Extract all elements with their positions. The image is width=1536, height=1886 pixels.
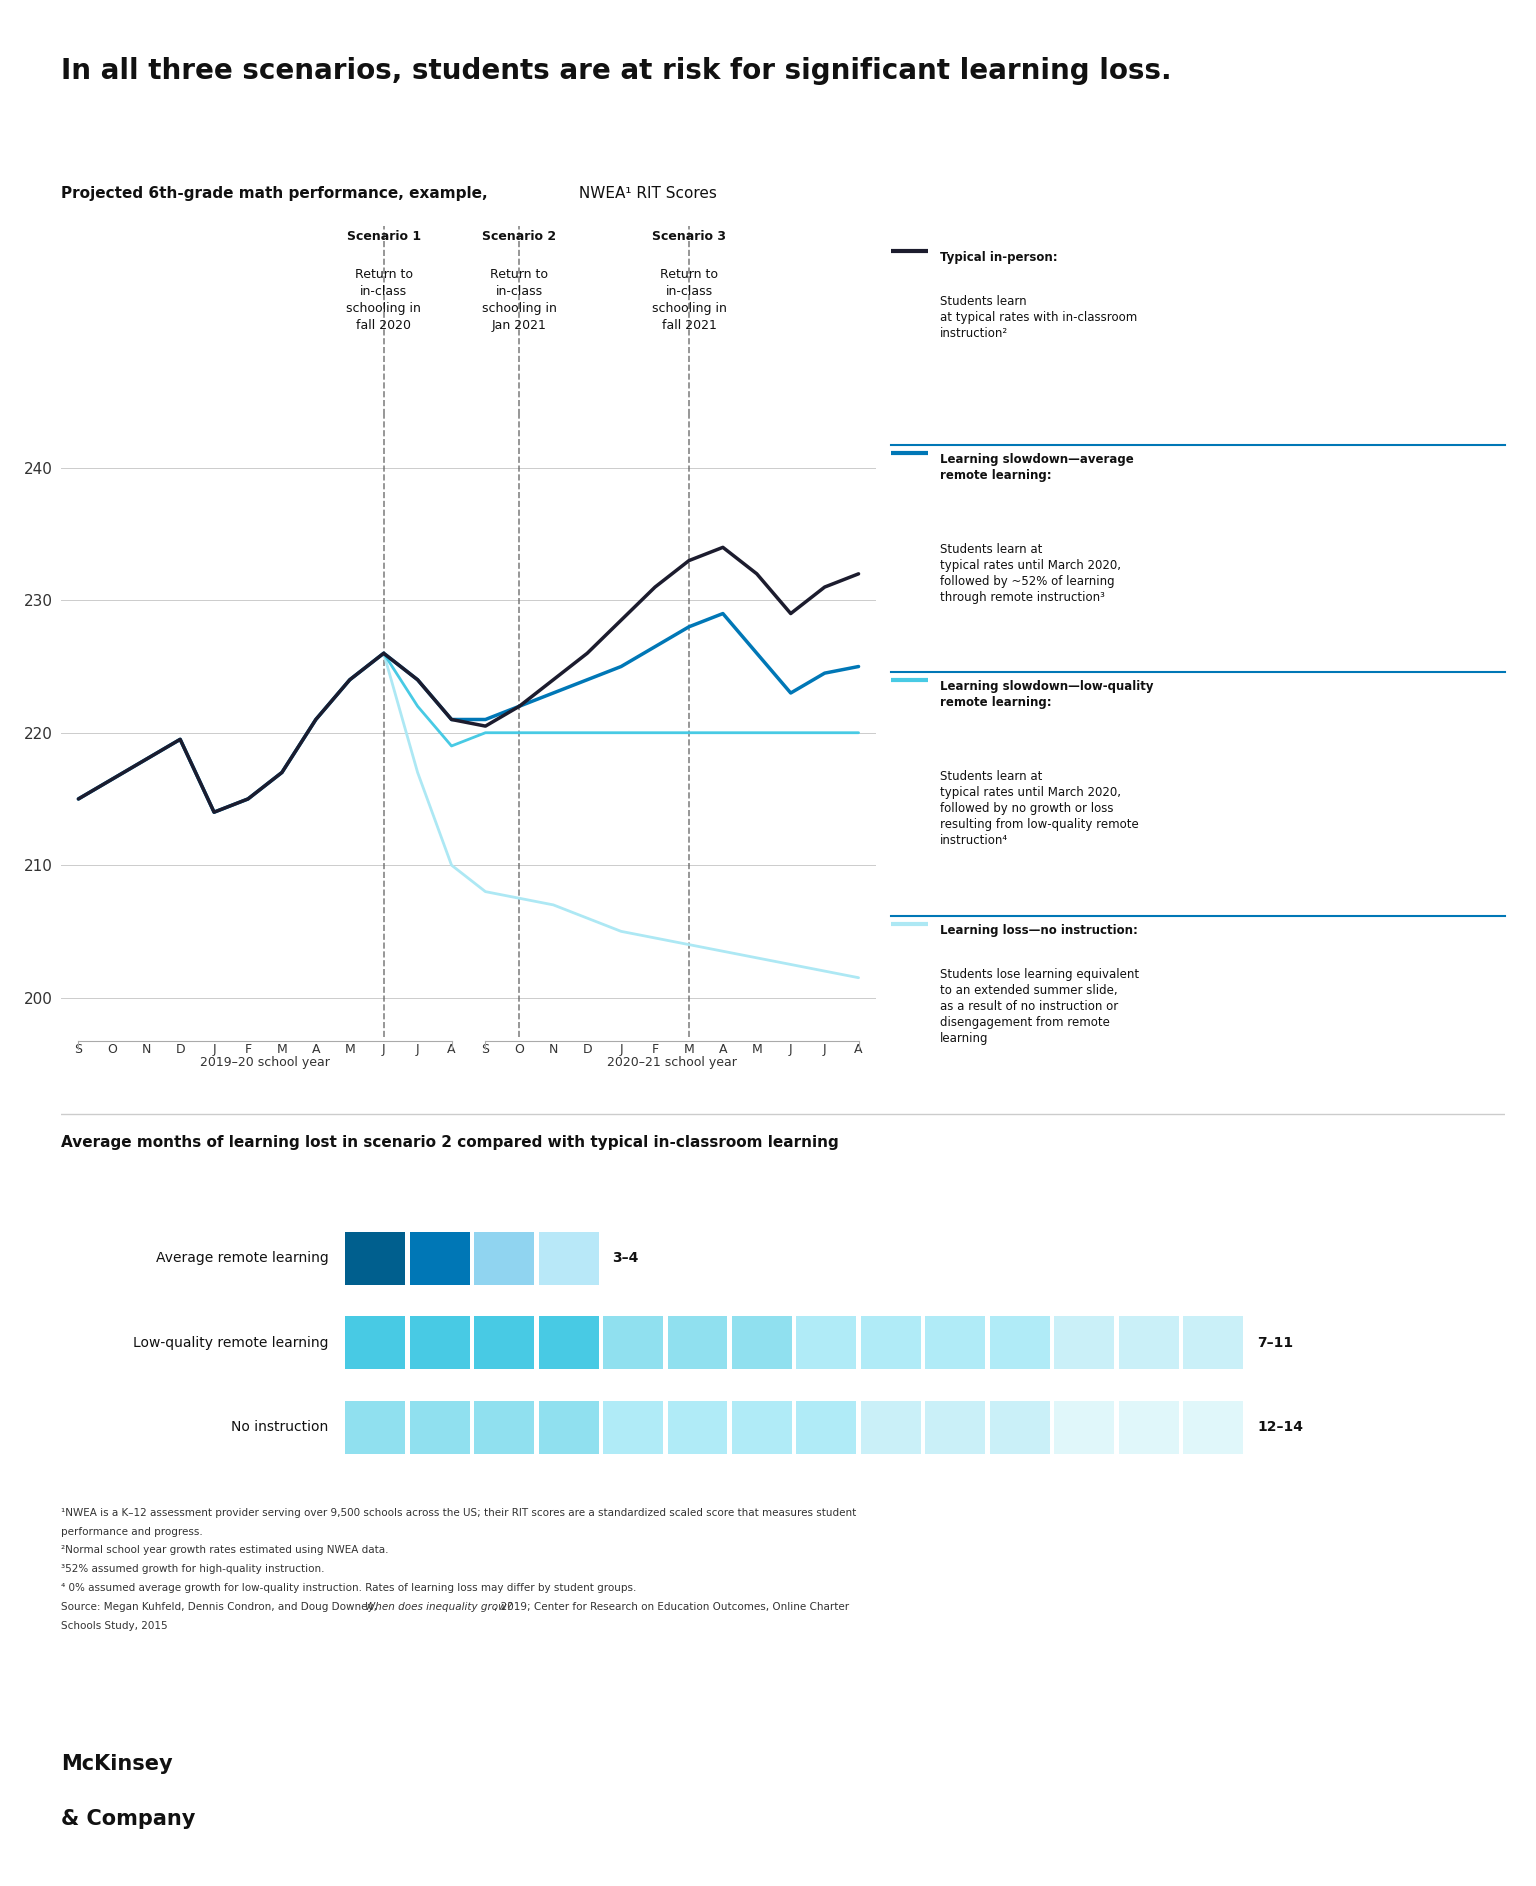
Text: Learning slowdown—low-quality
remote learning:: Learning slowdown—low-quality remote lea… (940, 681, 1154, 709)
Bar (1118, 1401, 1178, 1454)
Bar (860, 1401, 922, 1454)
Text: 3–4: 3–4 (613, 1250, 639, 1266)
Text: Students lose learning equivalent
to an extended summer slide,
as a result of no: Students lose learning equivalent to an … (940, 968, 1140, 1045)
Text: ³52% assumed growth for high-quality instruction.: ³52% assumed growth for high-quality ins… (61, 1563, 326, 1575)
Text: ²Normal school year growth rates estimated using NWEA data.: ²Normal school year growth rates estimat… (61, 1545, 389, 1556)
Text: Return to
in-class
schooling in
fall 2021: Return to in-class schooling in fall 202… (651, 268, 727, 332)
Text: Scenario 2: Scenario 2 (482, 230, 556, 243)
Bar (604, 1401, 664, 1454)
Text: McKinsey: McKinsey (61, 1754, 174, 1775)
Bar (475, 1401, 535, 1454)
Text: Learning slowdown—average
remote learning:: Learning slowdown—average remote learnin… (940, 453, 1134, 483)
Bar (1183, 1401, 1243, 1454)
Text: Source: Megan Kuhfeld, Dennis Condron, and Doug Downey,: Source: Megan Kuhfeld, Dennis Condron, a… (61, 1601, 381, 1613)
Text: & Company: & Company (61, 1809, 195, 1829)
Bar (346, 1401, 406, 1454)
Text: 7–11: 7–11 (1256, 1335, 1293, 1350)
Text: Projected 6th-grade math performance, example,: Projected 6th-grade math performance, ex… (61, 187, 488, 200)
Bar (668, 1316, 728, 1369)
Bar (475, 1232, 535, 1284)
Bar (1054, 1316, 1114, 1369)
Text: NWEA¹ RIT Scores: NWEA¹ RIT Scores (574, 187, 717, 200)
Bar (539, 1401, 599, 1454)
Bar (539, 1232, 599, 1284)
Bar (1183, 1316, 1243, 1369)
Text: Schools Study, 2015: Schools Study, 2015 (61, 1620, 167, 1631)
Bar (346, 1232, 406, 1284)
Bar (733, 1401, 793, 1454)
Bar (733, 1316, 793, 1369)
Bar (925, 1401, 985, 1454)
Text: No instruction: No instruction (232, 1420, 329, 1435)
Text: Return to
in-class
schooling in
fall 2020: Return to in-class schooling in fall 202… (346, 268, 421, 332)
Text: Scenario 1: Scenario 1 (347, 230, 421, 243)
Text: 2020–21 school year: 2020–21 school year (607, 1056, 737, 1069)
Text: When does inequality grow?: When does inequality grow? (364, 1601, 511, 1613)
Bar (797, 1316, 857, 1369)
Bar (668, 1401, 728, 1454)
Bar (1054, 1401, 1114, 1454)
Bar (860, 1316, 922, 1369)
Text: Learning loss—no instruction:: Learning loss—no instruction: (940, 924, 1138, 937)
Text: Average remote learning: Average remote learning (155, 1250, 329, 1266)
Bar (410, 1401, 470, 1454)
Text: 2019–20 school year: 2019–20 school year (200, 1056, 330, 1069)
Text: ⁴ 0% assumed average growth for low-quality instruction. Rates of learning loss : ⁴ 0% assumed average growth for low-qual… (61, 1582, 637, 1594)
Text: Average months of learning lost in scenario 2 compared with typical in-classroom: Average months of learning lost in scena… (61, 1135, 839, 1150)
Bar (1118, 1316, 1178, 1369)
Text: Scenario 3: Scenario 3 (651, 230, 727, 243)
Text: Students learn at
typical rates until March 2020,
followed by no growth or loss
: Students learn at typical rates until Ma… (940, 769, 1138, 847)
Bar (797, 1401, 857, 1454)
Text: ¹NWEA is a K–12 assessment provider serving over 9,500 schools across the US; th: ¹NWEA is a K–12 assessment provider serv… (61, 1507, 857, 1518)
Bar (410, 1316, 470, 1369)
Bar (925, 1316, 985, 1369)
Text: 12–14: 12–14 (1256, 1420, 1303, 1435)
Text: performance and progress.: performance and progress. (61, 1526, 203, 1537)
Bar (475, 1316, 535, 1369)
Bar (989, 1401, 1049, 1454)
Text: Typical in-person:: Typical in-person: (940, 251, 1058, 264)
Text: Students learn
at typical rates with in-classroom
instruction²: Students learn at typical rates with in-… (940, 296, 1137, 339)
Text: , 2019; Center for Research on Education Outcomes, Online Charter: , 2019; Center for Research on Education… (495, 1601, 849, 1613)
Text: In all three scenarios, students are at risk for significant learning loss.: In all three scenarios, students are at … (61, 57, 1172, 85)
Text: Students learn at
typical rates until March 2020,
followed by ~52% of learning
t: Students learn at typical rates until Ma… (940, 543, 1121, 604)
Bar (539, 1316, 599, 1369)
Bar (346, 1316, 406, 1369)
Bar (410, 1232, 470, 1284)
Text: Return to
in-class
schooling in
Jan 2021: Return to in-class schooling in Jan 2021 (482, 268, 556, 332)
Text: Low-quality remote learning: Low-quality remote learning (134, 1335, 329, 1350)
Bar (604, 1316, 664, 1369)
Bar (989, 1316, 1049, 1369)
